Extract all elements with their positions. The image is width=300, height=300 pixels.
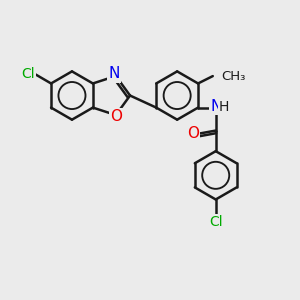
Text: O: O (187, 126, 199, 141)
Text: N: N (109, 66, 120, 81)
Text: Cl: Cl (22, 67, 35, 81)
Text: Cl: Cl (209, 215, 223, 229)
Text: CH₃: CH₃ (222, 70, 246, 83)
Text: N: N (210, 99, 221, 114)
Text: O: O (110, 109, 122, 124)
Text: H: H (219, 100, 230, 114)
